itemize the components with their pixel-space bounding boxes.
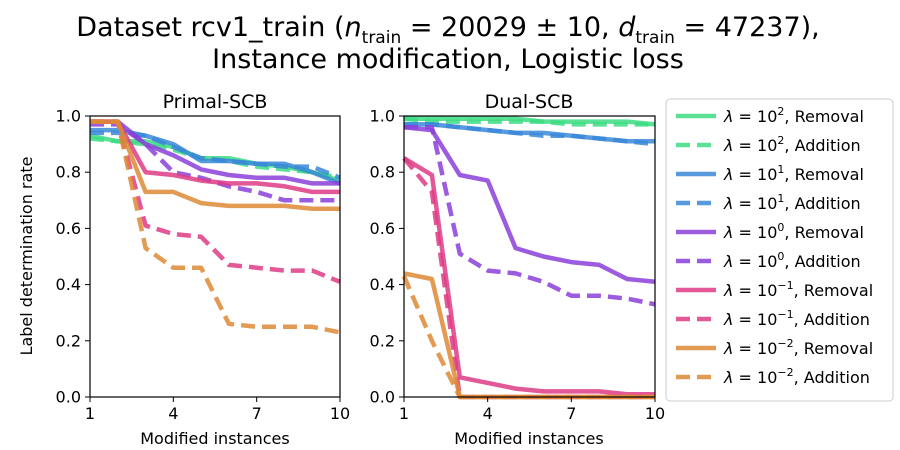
legend-label-9: λ = 10−2, Addition (723, 366, 870, 387)
primal-scb-panel: Primal-SCB Label determination rate Modi… (17, 91, 350, 448)
primal-x-tick-label: 10 (330, 404, 350, 423)
legend-label-7: λ = 10−1, Addition (723, 308, 870, 329)
x-axis-label-dual: Modified instances (454, 429, 603, 448)
dual-y-tick-label: 1.0 (370, 107, 395, 126)
dual-x-tick-label: 7 (566, 404, 576, 423)
dual-y-tick-label: 0.4 (370, 275, 395, 294)
dual-scb-title: Dual-SCB (485, 91, 574, 113)
dual-series-line-5 (404, 124, 656, 307)
figure-title-line1: Dataset rcv1_train (ntrain = 20029 ± 10,… (76, 12, 820, 48)
dual-series-line-6 (402, 156, 655, 397)
dual-x-tick-label: 1 (399, 404, 409, 423)
primal-y-ticks: 0.0 0.2 0.4 0.6 0.8 1.0 (56, 107, 90, 407)
legend-label-0: λ = 102, Removal (723, 105, 864, 126)
primal-x-tick-label: 7 (252, 404, 262, 423)
legend-label-5: λ = 100, Addition (723, 250, 861, 271)
dual-x-ticks: 1 4 7 10 (399, 397, 665, 423)
dual-series-layer (401, 116, 656, 400)
primal-x-ticks: 1 4 7 10 (85, 397, 350, 423)
dual-x-tick-label: 10 (645, 404, 665, 423)
legend: λ = 102, Removal λ = 102, Addition λ = 101… (665, 98, 894, 402)
legend-label-6: λ = 10−1, Removal (723, 279, 873, 300)
primal-series-layer (89, 119, 341, 335)
dual-series-line-4 (403, 124, 656, 285)
primal-axes-frame (89, 115, 341, 398)
dual-y-tick-label: 0.0 (370, 388, 395, 407)
dual-x-tick-label: 4 (483, 404, 493, 423)
x-axis-label-primal: Modified instances (140, 429, 289, 448)
primal-series-line-4 (90, 119, 340, 186)
legend-label-2: λ = 101, Removal (723, 163, 864, 184)
primal-x-tick-label: 4 (168, 404, 178, 423)
primal-y-tick-label: 1.0 (56, 107, 81, 126)
legend-entries: λ = 102, Removal λ = 102, Addition λ = 101… (676, 105, 873, 387)
dual-y-tick-label: 0.6 (370, 219, 395, 238)
legend-label-1: λ = 102, Addition (723, 134, 861, 155)
primal-y-tick-label: 0.2 (56, 331, 81, 350)
primal-series-line-6 (90, 119, 340, 195)
legend-label-3: λ = 101, Addition (723, 192, 861, 213)
dual-y-tick-label: 0.2 (370, 331, 395, 350)
dual-y-ticks: 0.0 0.2 0.4 0.6 0.8 1.0 (370, 107, 404, 407)
primal-y-tick-label: 0.6 (56, 219, 81, 238)
legend-frame (665, 98, 894, 402)
dual-axes-frame (403, 115, 656, 398)
primal-series-line-5 (90, 122, 340, 203)
legend-label-4: λ = 100, Removal (723, 221, 864, 242)
dual-scb-panel: Dual-SCB Modified instances 1 4 7 10 0.0 0.2… (370, 91, 666, 448)
dual-series-line-2 (404, 122, 655, 144)
primal-y-tick-label: 0.0 (56, 388, 81, 407)
primal-series-line-9 (90, 119, 341, 335)
dual-series-line-0 (404, 116, 656, 127)
dual-y-tick-label: 0.8 (370, 163, 395, 182)
dual-series-line-8 (403, 271, 655, 400)
legend-label-8: λ = 10−2, Removal (723, 337, 873, 358)
primal-series-line-8 (90, 119, 340, 211)
figure-title-line2: Instance modification, Logistic loss (212, 44, 684, 75)
primal-y-tick-label: 0.8 (56, 163, 81, 182)
primal-y-tick-label: 0.4 (56, 275, 81, 294)
primal-scb-title: Primal-SCB (163, 91, 268, 113)
primal-series-line-7 (90, 119, 341, 284)
dual-series-line-9 (401, 275, 655, 400)
dual-series-line-3 (404, 122, 656, 147)
primal-x-tick-label: 1 (85, 404, 95, 423)
y-axis-label: Label determination rate (17, 157, 36, 356)
primal-series-line-3 (90, 130, 341, 180)
